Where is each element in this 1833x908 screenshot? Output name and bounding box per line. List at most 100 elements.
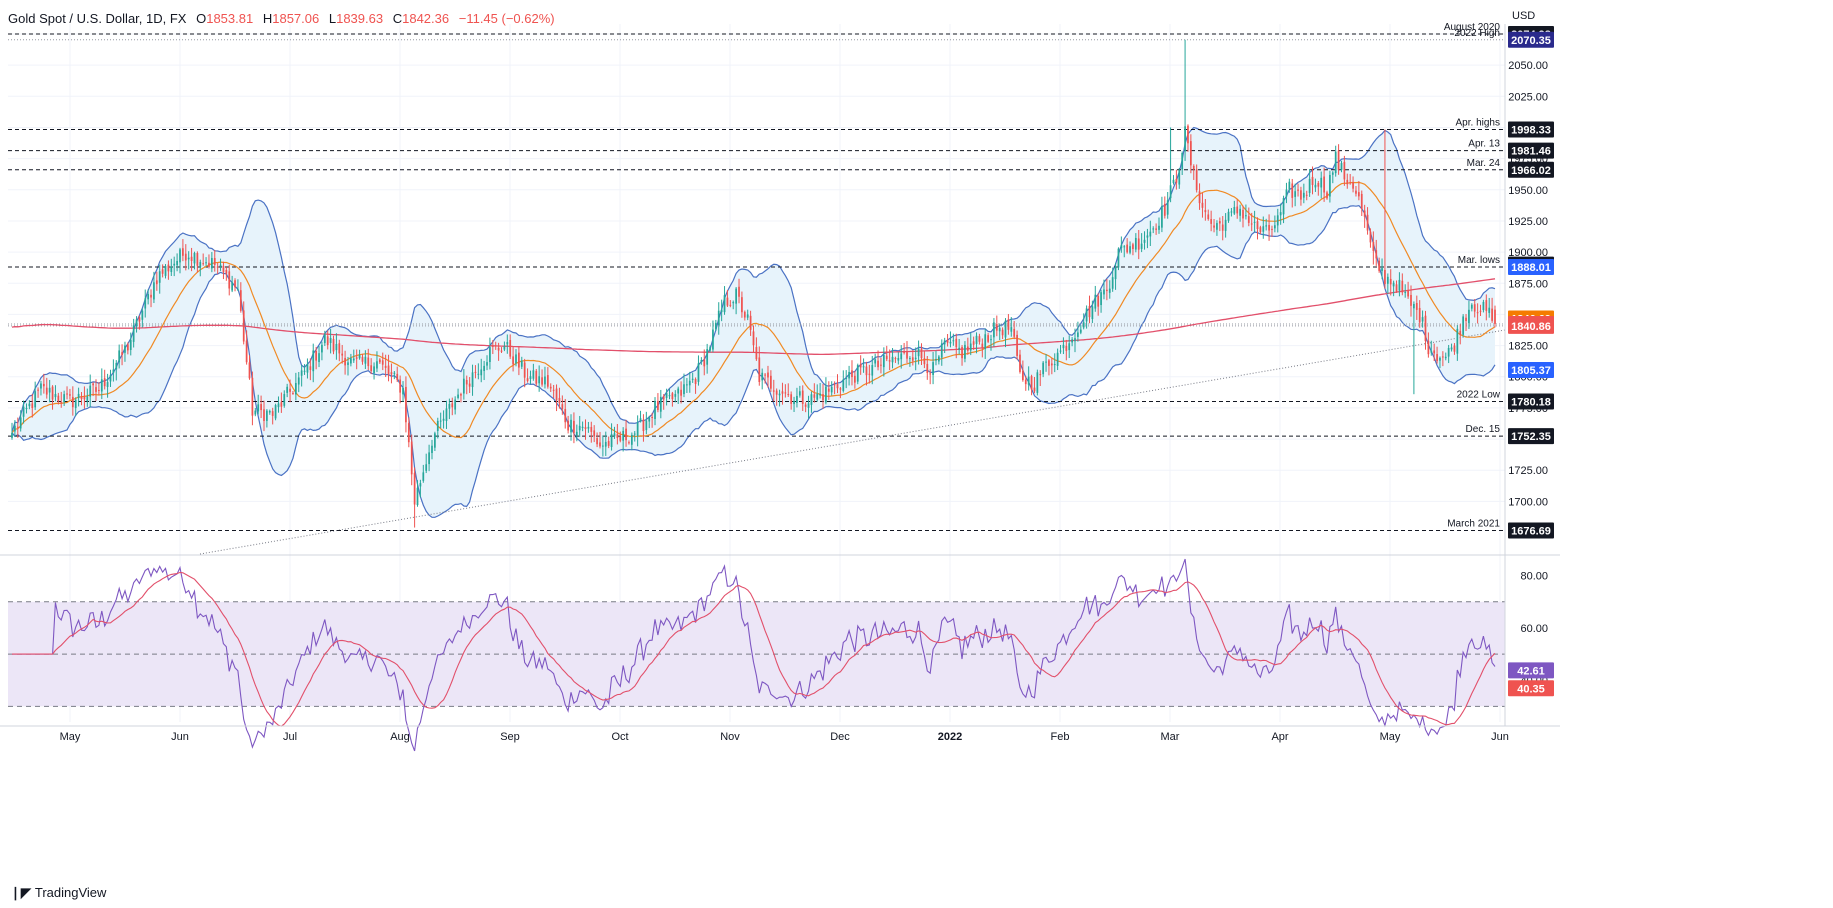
candle-131 xyxy=(390,363,393,384)
candle-body xyxy=(1288,181,1291,190)
candle-body xyxy=(1161,206,1163,228)
candle-body xyxy=(210,258,213,269)
candle-382 xyxy=(1117,247,1120,271)
candle-497 xyxy=(1450,343,1453,352)
candle-body xyxy=(71,396,74,408)
candle-body xyxy=(153,282,155,300)
candle-body xyxy=(399,379,402,393)
candle-45 xyxy=(141,308,144,328)
candle-457 xyxy=(1334,145,1337,177)
candle-348 xyxy=(1019,349,1021,374)
candle-440 xyxy=(1285,182,1288,204)
candle-446 xyxy=(1302,183,1305,204)
candle-body xyxy=(645,420,648,431)
candle-111 xyxy=(332,335,335,355)
candle-body xyxy=(1366,214,1369,231)
candle-body xyxy=(407,423,410,443)
candle-body xyxy=(570,419,572,433)
candle-66 xyxy=(202,253,205,266)
candle-271 xyxy=(796,387,798,408)
candle-405 xyxy=(1184,39,1186,161)
candle-105 xyxy=(315,346,318,370)
candle-138 xyxy=(410,434,413,486)
candle-31 xyxy=(100,368,103,400)
candle-body xyxy=(686,384,688,386)
candle-400 xyxy=(1169,127,1172,203)
candle-body xyxy=(1447,348,1450,357)
candle-491 xyxy=(1433,343,1436,362)
candle-body xyxy=(761,372,764,381)
candle-414 xyxy=(1210,210,1213,232)
candle-body xyxy=(271,411,274,416)
candle-504 xyxy=(1470,303,1473,312)
candle-351 xyxy=(1027,366,1030,391)
candle-68 xyxy=(208,254,210,269)
candle-body xyxy=(998,327,1001,332)
candle-454 xyxy=(1326,190,1328,200)
candle-body xyxy=(590,426,593,432)
candle-body xyxy=(1024,379,1027,385)
candle-body xyxy=(749,315,752,330)
candle-188 xyxy=(555,384,558,412)
candle-body xyxy=(237,289,239,291)
candle-280 xyxy=(822,383,824,409)
candle-376 xyxy=(1100,289,1102,313)
candle-body xyxy=(1004,320,1007,338)
price-tick-label: 2050.00 xyxy=(1508,60,1548,72)
candle-body xyxy=(54,394,57,398)
candle-body xyxy=(1068,343,1071,351)
candle-306 xyxy=(897,352,900,365)
candle-body xyxy=(538,376,541,384)
candle-435 xyxy=(1271,225,1273,238)
candle-272 xyxy=(798,385,801,398)
candle-body xyxy=(990,339,992,341)
candle-313 xyxy=(917,340,920,365)
time-tick-label-1: Jun xyxy=(171,731,189,743)
candle-166 xyxy=(491,340,494,355)
candle-body xyxy=(457,394,459,398)
candle-418 xyxy=(1221,216,1224,241)
candle-body xyxy=(1331,172,1334,175)
candle-body xyxy=(1045,361,1047,363)
candle-367 xyxy=(1074,328,1076,353)
candle-51 xyxy=(158,264,161,294)
candle-244 xyxy=(717,302,720,335)
candle-body xyxy=(868,373,871,375)
candle-body xyxy=(1476,312,1479,314)
bollinger-fill xyxy=(12,127,1495,518)
candle-body xyxy=(804,404,807,407)
candle-body xyxy=(1169,185,1172,199)
candle-122 xyxy=(364,350,367,370)
candle-12 xyxy=(45,377,48,399)
candle-body xyxy=(1210,219,1213,224)
candle-47 xyxy=(147,289,150,305)
candle-body xyxy=(958,347,961,350)
candle-body xyxy=(512,356,514,365)
candle-body xyxy=(1340,163,1343,170)
tradingview-logo[interactable]: ❘◤ TradingView xyxy=(10,885,107,900)
candle-477 xyxy=(1392,280,1395,297)
candle-body xyxy=(89,385,92,397)
candle-body xyxy=(28,403,31,407)
candle-402 xyxy=(1175,169,1178,190)
candle-body xyxy=(1462,316,1465,335)
candle-108 xyxy=(323,330,326,347)
candle-body xyxy=(1355,190,1357,194)
candle-219 xyxy=(645,411,648,435)
candle-body xyxy=(1079,329,1082,333)
candle-424 xyxy=(1239,204,1241,222)
candle-283 xyxy=(830,381,833,396)
candle-body xyxy=(338,343,341,354)
candle-body xyxy=(816,393,819,400)
candle-body xyxy=(126,344,129,351)
candle-92 xyxy=(277,396,280,413)
candle-422 xyxy=(1233,200,1236,215)
candle-body xyxy=(865,366,868,376)
candle-436 xyxy=(1273,215,1276,233)
price-tag-13 xyxy=(1508,522,1554,539)
candle-body xyxy=(1491,308,1493,321)
candle-18 xyxy=(63,390,66,407)
candle-257 xyxy=(755,337,758,361)
